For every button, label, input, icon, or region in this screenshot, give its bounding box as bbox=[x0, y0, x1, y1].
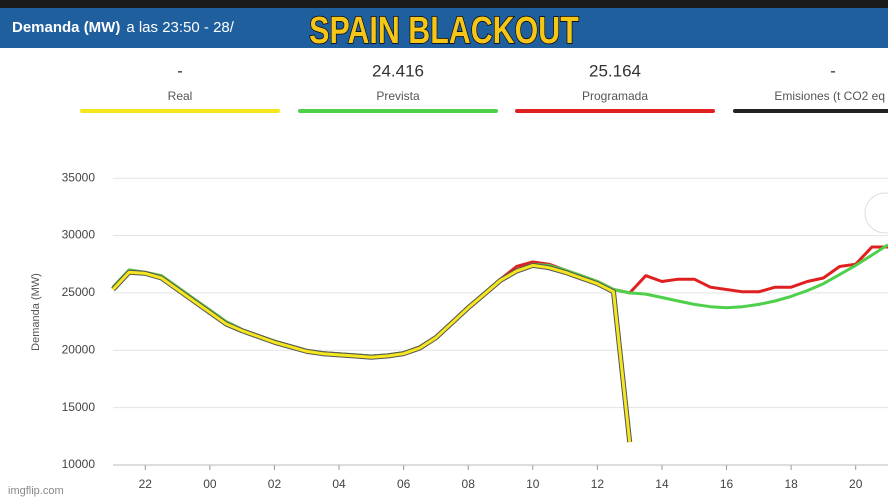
legend-label: Real bbox=[168, 89, 193, 103]
legend-label: Prevista bbox=[376, 89, 420, 103]
y-tick-label: 25000 bbox=[62, 285, 96, 299]
y-tick-label: 10000 bbox=[62, 457, 96, 471]
legend-label: Emisiones (t CO2 eq / bbox=[774, 89, 888, 103]
series-line bbox=[111, 263, 632, 443]
side-button[interactable] bbox=[864, 192, 888, 234]
header-bar bbox=[0, 8, 888, 48]
top-edge bbox=[0, 0, 888, 8]
legend-reading: 25.164 bbox=[589, 61, 641, 80]
x-tick-label: 10 bbox=[526, 477, 540, 491]
legend-reading: - bbox=[177, 61, 183, 80]
x-tick-label: 00 bbox=[203, 477, 217, 491]
y-tick-label: 15000 bbox=[62, 400, 96, 414]
x-tick-label: 02 bbox=[268, 477, 282, 491]
y-tick-label: 35000 bbox=[62, 170, 96, 184]
x-tick-label: 14 bbox=[655, 477, 669, 491]
legend-label: Programada bbox=[582, 89, 648, 103]
y-tick-label: 20000 bbox=[62, 342, 96, 356]
legend-reading: - bbox=[830, 61, 836, 80]
y-tick-label: 30000 bbox=[62, 228, 96, 242]
y-axis-label: Demanda (MW) bbox=[30, 273, 42, 351]
watermark: imgflip.com bbox=[8, 485, 64, 497]
x-tick-label: 06 bbox=[397, 477, 411, 491]
x-tick-label: 04 bbox=[332, 477, 346, 491]
chart-title: Demanda (MW) bbox=[12, 19, 120, 36]
x-tick-label: 22 bbox=[139, 477, 153, 491]
x-tick-label: 18 bbox=[784, 477, 798, 491]
chart-subtitle: a las 23:50 - 28/ bbox=[126, 19, 234, 36]
x-tick-label: 08 bbox=[462, 477, 476, 491]
x-tick-label: 16 bbox=[720, 477, 734, 491]
x-tick-label: 12 bbox=[591, 477, 605, 491]
x-tick-label: 20 bbox=[849, 477, 863, 491]
legend-reading: 24.416 bbox=[372, 61, 424, 80]
meme-caption: SPAIN BLACKOUT bbox=[309, 10, 579, 52]
